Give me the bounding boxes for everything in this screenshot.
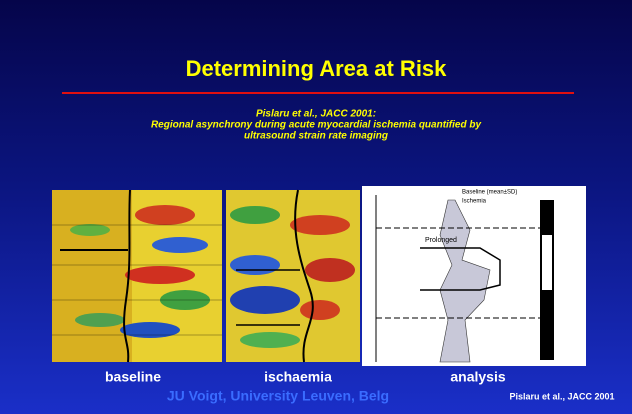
ischaemia-image — [226, 189, 360, 363]
footer-citation: Pislaru et al., JACC 2001 — [509, 391, 614, 401]
figure-label: baseline — [105, 369, 161, 385]
subtitle: ultrasound strain rate imaging — [244, 131, 388, 142]
analysis-legend: Ischemia — [462, 199, 487, 205]
analysis-annotation: Prolonged — [425, 237, 457, 244]
figure-label: ischaemia — [264, 369, 332, 385]
baseline-image — [52, 189, 222, 363]
footer-author: JU Voigt, University Leuven, Belg — [167, 388, 389, 404]
analysis-legend: Baseline (mean±SD) — [462, 190, 517, 196]
title: Determining Area at Risk — [186, 56, 448, 81]
figure-label: analysis — [450, 369, 505, 385]
analysis-image: Baseline (mean±SD) Ischemia Prolonged — [362, 186, 586, 366]
subtitle: Regional asynchrony during acute myocard… — [151, 120, 482, 131]
citation: Pislaru et al., JACC 2001: — [256, 109, 376, 120]
